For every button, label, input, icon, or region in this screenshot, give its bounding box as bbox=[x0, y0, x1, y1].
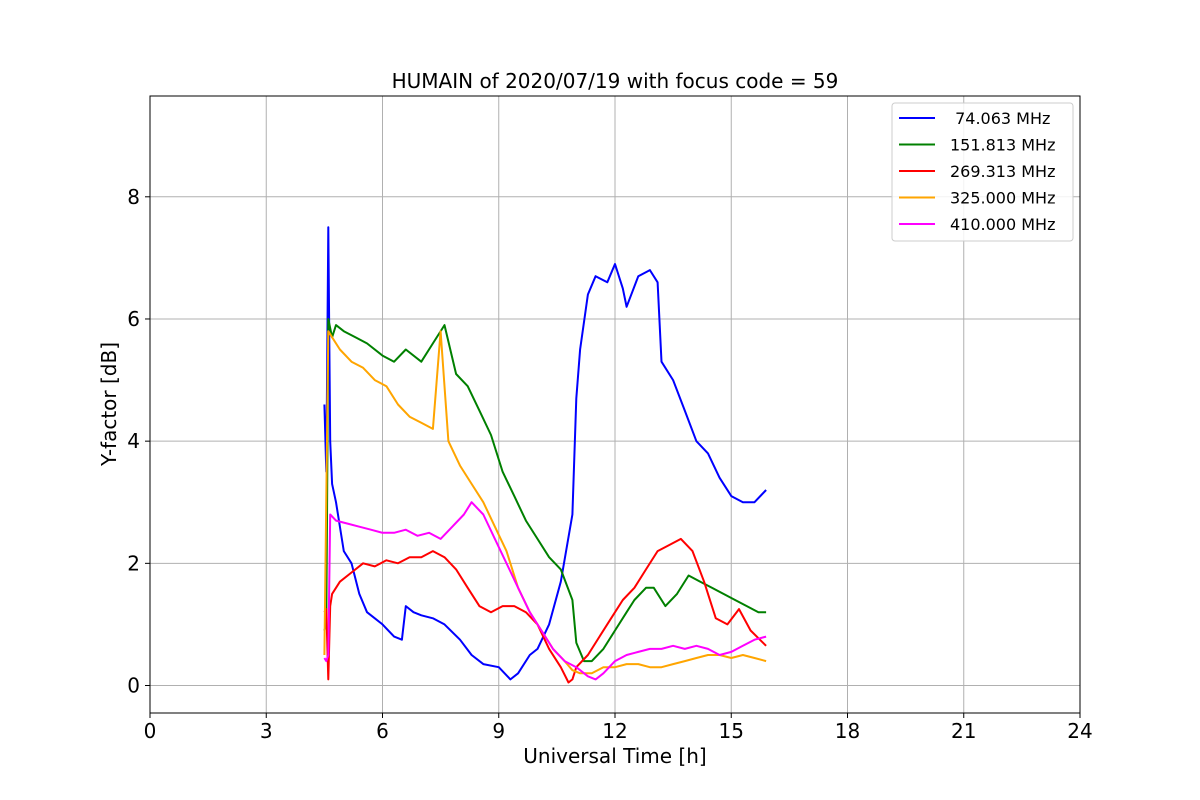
x-tick-label: 3 bbox=[260, 719, 273, 743]
x-axis-label: Universal Time [h] bbox=[523, 744, 706, 768]
series-line-1 bbox=[323, 318, 767, 663]
chart-title: HUMAIN of 2020/07/19 with focus code = 5… bbox=[392, 69, 839, 93]
legend-label: 269.313 MHz bbox=[950, 162, 1055, 181]
series-line-3 bbox=[323, 330, 767, 675]
legend-label: 325.000 MHz bbox=[950, 189, 1055, 208]
x-tick-label: 9 bbox=[492, 719, 505, 743]
x-tick-label: 12 bbox=[602, 719, 627, 743]
x-tick-label: 18 bbox=[835, 719, 860, 743]
y-axis: 0 2 4 6 8 bbox=[127, 185, 150, 698]
legend-label: 410.000 MHz bbox=[950, 215, 1055, 234]
legend: 74.063 MHz 151.813 MHz 269.313 MHz 325.000 … bbox=[891, 102, 1074, 242]
y-tick-label: 2 bbox=[127, 551, 140, 575]
series-line-2 bbox=[323, 537, 767, 684]
x-tick-label: 21 bbox=[951, 719, 976, 743]
series-line-0 bbox=[323, 226, 767, 681]
series-line-4 bbox=[323, 501, 767, 681]
y-tick-label: 8 bbox=[127, 185, 140, 209]
legend-box bbox=[891, 102, 1074, 242]
y-axis-label: Y-factor [dB] bbox=[97, 342, 121, 467]
x-tick-label: 6 bbox=[376, 719, 389, 743]
x-tick-label: 15 bbox=[719, 719, 744, 743]
y-tick-label: 6 bbox=[127, 307, 140, 331]
legend-label: 151.813 MHz bbox=[950, 136, 1055, 155]
y-tick-label: 4 bbox=[127, 429, 140, 453]
x-axis: 0 3 6 9 12 15 18 21 24 bbox=[144, 713, 1093, 743]
x-tick-label: 24 bbox=[1067, 719, 1092, 743]
y-tick-label: 0 bbox=[127, 674, 140, 698]
series-layer bbox=[323, 226, 767, 684]
legend-label: 74.063 MHz bbox=[950, 109, 1050, 128]
x-tick-label: 0 bbox=[144, 719, 157, 743]
